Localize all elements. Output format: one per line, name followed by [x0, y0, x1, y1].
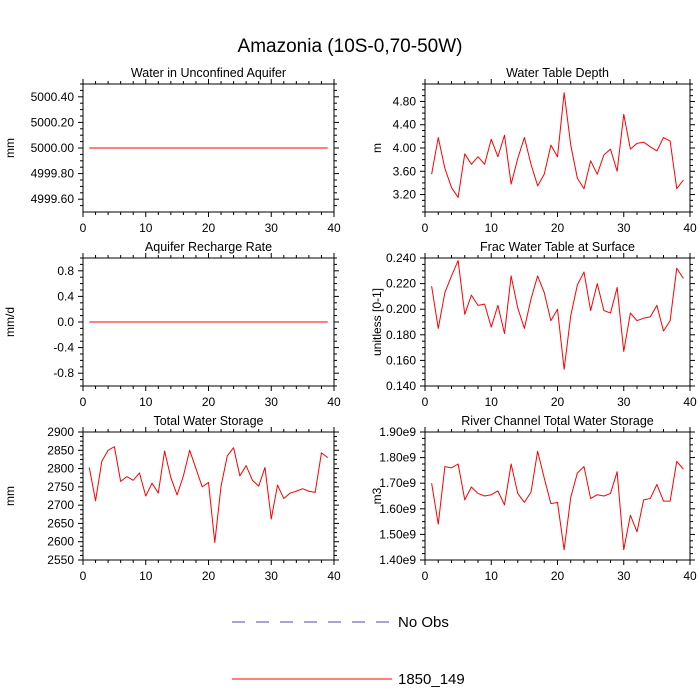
panel-title: Water Table Depth [506, 66, 609, 80]
x-tick-label: 10 [485, 569, 499, 583]
x-tick-label: 0 [422, 569, 429, 583]
y-tick-label: 0.160 [386, 353, 416, 367]
x-tick-label: 0 [422, 395, 429, 409]
y-axis-label: m [370, 143, 384, 153]
y-tick-label: 0.240 [386, 251, 416, 265]
y-tick-label: 5000.40 [31, 90, 75, 104]
y-axis-label: m3 [370, 487, 384, 504]
y-tick-label: 0.0 [57, 315, 74, 329]
plot-frame [424, 83, 691, 213]
y-tick-label: 4.00 [393, 141, 417, 155]
panel-title: Water in Unconfined Aquifer [131, 66, 286, 80]
y-tick-label: 1.90e9 [379, 425, 416, 439]
x-tick-label: 20 [202, 569, 216, 583]
panel-2: Water Table Depth 0 10 20 30 40 3.20 3.60 4.00 4.… [370, 66, 697, 235]
y-tick-label: 4.80 [393, 94, 417, 108]
y-tick-label: 0.8 [57, 264, 74, 278]
y-axis-label: mm [3, 138, 17, 158]
y-tick-label: 5000.00 [31, 141, 75, 155]
x-tick-label: 40 [683, 569, 697, 583]
x-tick-label: 10 [139, 569, 153, 583]
x-tick-label: 0 [80, 221, 87, 235]
y-tick-label: 1.80e9 [379, 451, 416, 465]
panel-6: River Channel Total Water Storage 0 10 20 30… [370, 414, 697, 583]
x-tick-label: 30 [617, 395, 631, 409]
panel-title: Aquifer Recharge Rate [145, 240, 272, 254]
x-tick-label: 20 [551, 395, 565, 409]
y-tick-label: 1.70e9 [379, 476, 416, 490]
x-tick-label: 40 [683, 395, 697, 409]
series-line-1850_149 [431, 450, 684, 551]
y-tick-label: 5000.20 [31, 115, 75, 129]
y-tick-label: 2700 [47, 498, 74, 512]
y-tick-label: 3.60 [393, 164, 417, 178]
x-tick-label: 0 [80, 395, 87, 409]
y-tick-label: 2650 [47, 516, 74, 530]
panel-4: Frac Water Table at Surface 0 10 20 30 40 0.14… [370, 240, 697, 409]
x-tick-label: 20 [551, 569, 565, 583]
y-tick-label: 2550 [47, 553, 74, 567]
x-tick-label: 20 [551, 221, 565, 235]
y-tick-label: 0.140 [386, 379, 416, 393]
y-tick-label: 0.200 [386, 302, 416, 316]
y-axis-label: unitless [0-1] [370, 288, 384, 356]
y-tick-label: 4999.60 [31, 192, 75, 206]
x-tick-label: 0 [80, 569, 87, 583]
panel-title: Total Water Storage [153, 414, 263, 428]
x-tick-label: 40 [327, 221, 341, 235]
x-tick-label: 30 [265, 221, 279, 235]
legend-label-1: No Obs [398, 614, 449, 631]
y-tick-label: -0.8 [53, 366, 74, 380]
panel-1: Water in Unconfined Aquifer 0 10 20 30 40 4999… [3, 66, 341, 235]
plot-frame [424, 257, 691, 387]
y-tick-label: 4999.80 [31, 167, 75, 181]
plot-frame [424, 431, 691, 561]
plot-frame [82, 431, 335, 561]
series-line-1850_149 [88, 446, 329, 543]
x-tick-label: 30 [617, 221, 631, 235]
x-tick-label: 10 [139, 395, 153, 409]
series-line-1850_149 [431, 260, 684, 370]
x-tick-label: 20 [202, 221, 216, 235]
panel-title: River Channel Total Water Storage [461, 414, 654, 428]
panel-3: Aquifer Recharge Rate 0 10 20 30 40 -0.8 -0.4 0.… [3, 240, 341, 409]
y-tick-label: 2900 [47, 425, 74, 439]
x-tick-label: 10 [485, 221, 499, 235]
y-tick-label: -0.4 [53, 341, 74, 355]
y-tick-label: 2800 [47, 462, 74, 476]
y-tick-label: 0.220 [386, 277, 416, 291]
y-tick-label: 4.40 [393, 118, 417, 132]
x-tick-label: 40 [683, 221, 697, 235]
x-tick-label: 30 [265, 569, 279, 583]
y-axis-label: mm/d [3, 307, 17, 337]
y-tick-label: 2600 [47, 535, 74, 549]
panels: Water in Unconfined Aquifer 0 10 20 30 40 4999… [3, 66, 697, 583]
main-title: Amazonia (10S-0,70-50W) [238, 36, 463, 57]
y-tick-label: 2850 [47, 443, 74, 457]
y-tick-label: 0.4 [57, 289, 74, 303]
y-axis-label: mm [3, 486, 17, 506]
legend: No Obs 1850_149 [232, 614, 465, 688]
panel-5: Total Water Storage 0 10 20 30 40 2550 2600 2650… [3, 414, 341, 583]
x-tick-label: 30 [265, 395, 279, 409]
legend-label-2: 1850_149 [398, 671, 465, 688]
x-tick-label: 30 [617, 569, 631, 583]
x-tick-label: 20 [202, 395, 216, 409]
x-tick-label: 10 [485, 395, 499, 409]
y-tick-label: 1.40e9 [379, 553, 416, 567]
x-tick-label: 40 [327, 395, 341, 409]
y-tick-label: 0.180 [386, 328, 416, 342]
series-line-1850_149 [431, 92, 684, 198]
x-tick-label: 10 [139, 221, 153, 235]
x-tick-label: 0 [422, 221, 429, 235]
x-tick-label: 40 [327, 569, 341, 583]
y-tick-label: 2750 [47, 480, 74, 494]
y-tick-label: 1.60e9 [379, 502, 416, 516]
panel-title: Frac Water Table at Surface [480, 240, 635, 254]
y-tick-label: 1.50e9 [379, 527, 416, 541]
y-tick-label: 3.20 [393, 188, 417, 202]
